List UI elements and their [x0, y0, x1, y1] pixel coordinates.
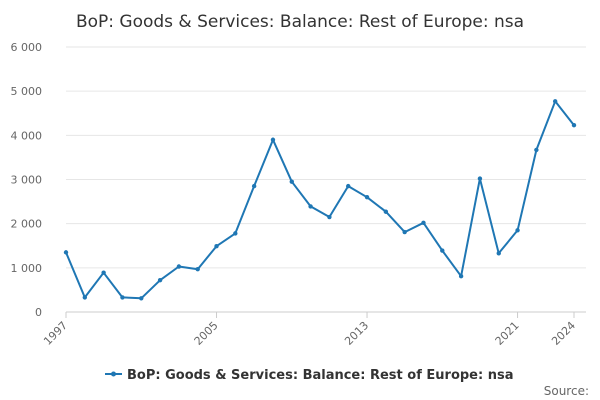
data-point[interactable]: [458, 274, 464, 279]
legend[interactable]: BoP: Goods & Services: Balance: Rest of …: [105, 368, 513, 383]
data-point[interactable]: [402, 229, 407, 235]
data-point[interactable]: [421, 220, 426, 225]
data-point[interactable]: [552, 99, 558, 104]
y-tick-label: 3 000: [11, 174, 43, 187]
x-tick-label: 2005: [192, 319, 221, 348]
data-point[interactable]: [534, 147, 539, 153]
y-tick-label: 1 000: [11, 262, 43, 275]
data-point[interactable]: [270, 137, 276, 142]
data-point[interactable]: [327, 214, 332, 220]
data-point[interactable]: [440, 248, 445, 253]
data-point[interactable]: [157, 278, 163, 283]
data-point[interactable]: [82, 295, 88, 300]
data-point[interactable]: [63, 250, 69, 255]
series-line: [65, 100, 575, 300]
legend-point-marker: [111, 371, 116, 377]
y-tick-label: 6 000: [11, 41, 43, 54]
x-tick-label: 1997: [41, 319, 70, 348]
x-tick-label: 2021: [493, 319, 522, 348]
y-tick-label: 4 000: [11, 129, 43, 142]
y-tick-label: 5 000: [11, 85, 43, 98]
chart-title: BoP: Goods & Services: Balance: Rest of …: [76, 12, 524, 32]
series-layer: [63, 99, 577, 301]
y-tick-label: 0: [35, 306, 42, 319]
data-point[interactable]: [195, 266, 200, 272]
legend-label: BoP: Goods & Services: Balance: Rest of …: [127, 368, 513, 383]
data-point[interactable]: [515, 228, 520, 233]
data-point[interactable]: [233, 231, 238, 236]
x-tick-label: 2013: [342, 319, 371, 348]
data-point[interactable]: [289, 179, 294, 184]
x-tick-label: 2024: [549, 319, 578, 348]
grid-lines: [66, 46, 586, 313]
data-point[interactable]: [101, 270, 106, 275]
data-point[interactable]: [214, 243, 219, 249]
y-axis: 0 1 000 2 000 3 000 4 000 5 000 6 000: [11, 41, 43, 319]
data-point[interactable]: [571, 122, 577, 128]
data-point[interactable]: [496, 251, 501, 256]
data-point[interactable]: [346, 183, 351, 189]
data-point[interactable]: [120, 295, 125, 300]
data-point[interactable]: [308, 204, 313, 209]
data-point[interactable]: [477, 176, 483, 181]
data-point[interactable]: [364, 194, 370, 200]
y-tick-label: 2 000: [11, 218, 43, 231]
data-point[interactable]: [251, 183, 257, 189]
data-point[interactable]: [139, 296, 144, 301]
source-label: Source:: [544, 384, 589, 398]
x-axis: 1997 2005 2013 2021 2024: [41, 312, 578, 348]
data-point[interactable]: [176, 264, 182, 269]
data-point[interactable]: [383, 209, 389, 214]
